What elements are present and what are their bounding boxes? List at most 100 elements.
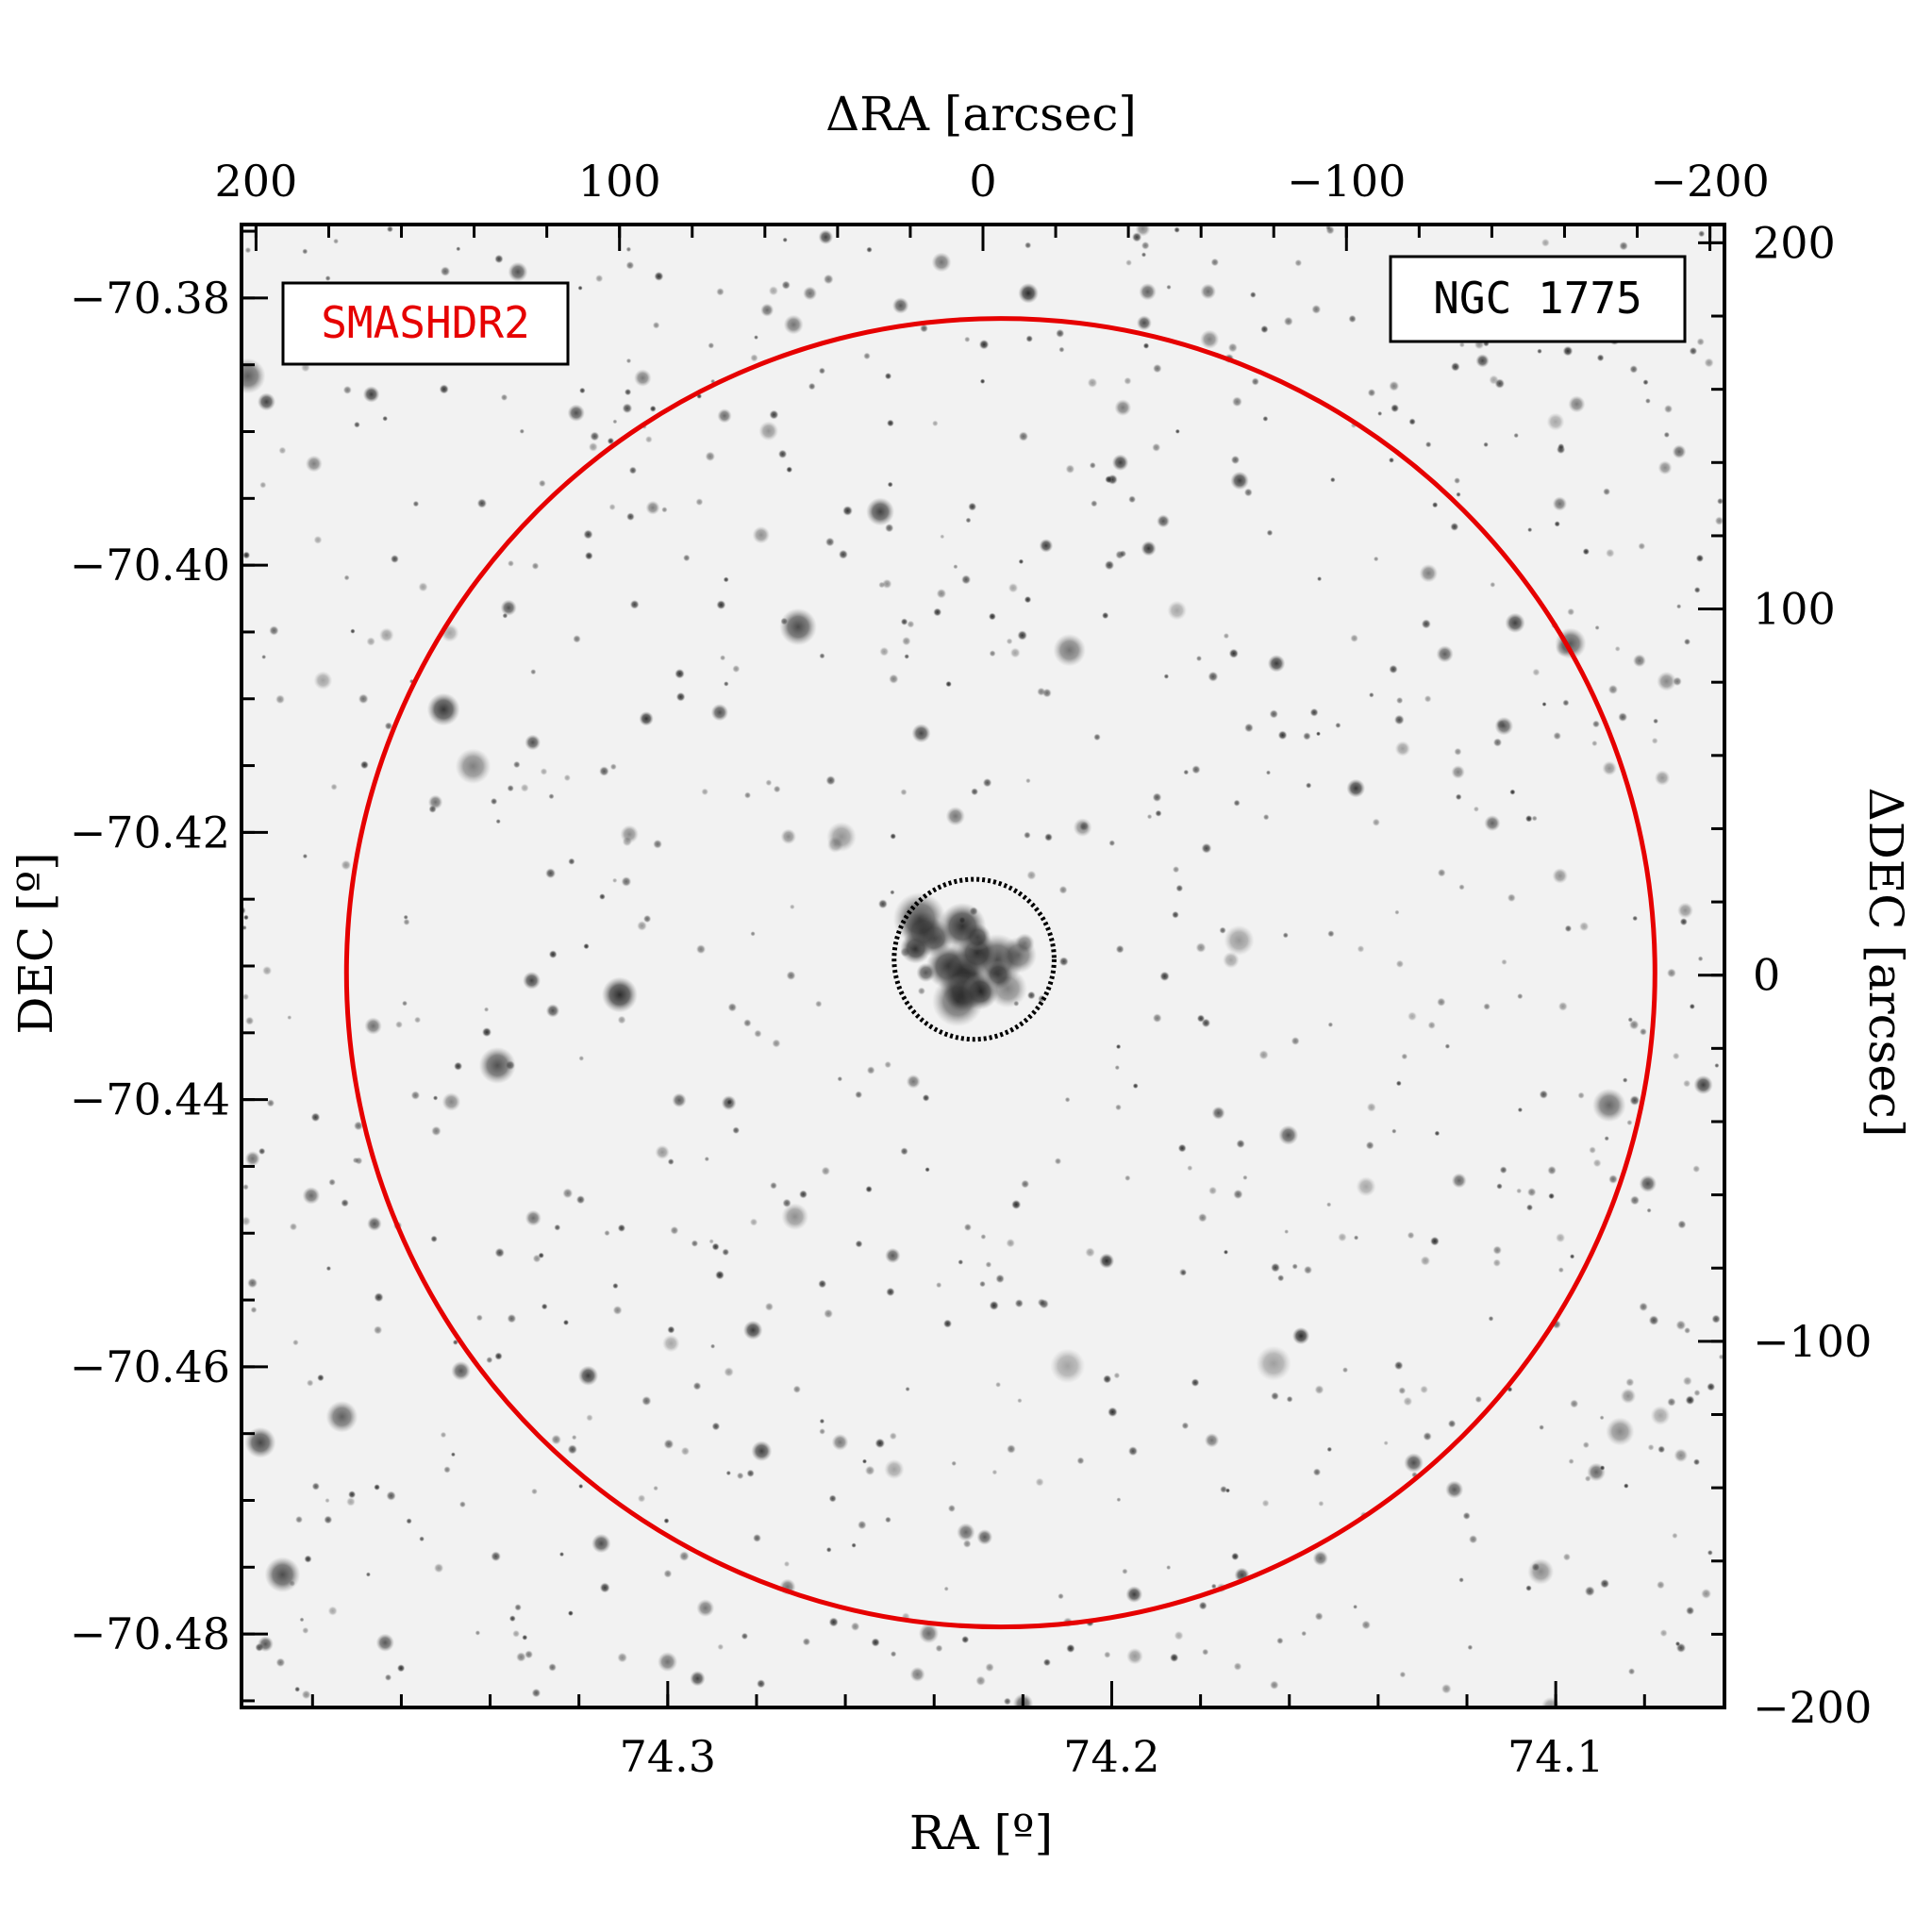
star bbox=[907, 620, 915, 628]
star bbox=[721, 1095, 737, 1111]
star bbox=[1557, 1001, 1568, 1011]
star bbox=[1622, 1077, 1628, 1083]
star bbox=[567, 1444, 577, 1455]
star bbox=[936, 1282, 942, 1289]
star bbox=[645, 500, 660, 515]
star bbox=[1262, 813, 1270, 821]
star bbox=[410, 1091, 421, 1100]
star bbox=[567, 404, 585, 422]
star bbox=[750, 931, 756, 937]
star bbox=[1172, 866, 1180, 874]
star bbox=[1430, 1236, 1440, 1246]
star bbox=[1632, 654, 1646, 668]
star bbox=[746, 1469, 755, 1478]
right-tick-label: 200 bbox=[1753, 217, 1836, 268]
star bbox=[887, 481, 893, 488]
star bbox=[1202, 1648, 1209, 1656]
star bbox=[1198, 1601, 1208, 1610]
star bbox=[1693, 1389, 1701, 1397]
star bbox=[1181, 1422, 1190, 1430]
star bbox=[1128, 495, 1137, 504]
star bbox=[1562, 345, 1574, 357]
star bbox=[242, 1216, 251, 1226]
star bbox=[483, 1007, 490, 1012]
star bbox=[612, 877, 618, 883]
star bbox=[842, 506, 853, 516]
star bbox=[1675, 1320, 1687, 1331]
star bbox=[710, 1343, 716, 1349]
star bbox=[777, 449, 788, 458]
star bbox=[432, 1095, 439, 1101]
star bbox=[1646, 1208, 1652, 1213]
star bbox=[551, 1434, 561, 1445]
star bbox=[1223, 1249, 1229, 1255]
star bbox=[1537, 348, 1542, 355]
star bbox=[1389, 664, 1398, 675]
star bbox=[1127, 1446, 1139, 1457]
star bbox=[884, 1060, 891, 1069]
star bbox=[1104, 559, 1115, 571]
star bbox=[1108, 1407, 1118, 1418]
star bbox=[945, 807, 965, 826]
star bbox=[242, 358, 266, 394]
star bbox=[1420, 1256, 1431, 1266]
star bbox=[625, 246, 632, 253]
top-tick-label: 0 bbox=[969, 156, 996, 207]
star bbox=[886, 1287, 895, 1297]
star bbox=[269, 625, 279, 636]
star bbox=[732, 664, 741, 674]
star bbox=[975, 1675, 986, 1687]
star bbox=[384, 722, 393, 730]
star bbox=[258, 1147, 266, 1156]
star bbox=[1283, 316, 1293, 326]
star bbox=[1208, 671, 1219, 682]
star bbox=[1159, 971, 1170, 982]
star bbox=[1291, 1326, 1310, 1345]
star bbox=[1124, 1174, 1131, 1182]
star bbox=[885, 1516, 891, 1524]
star bbox=[1445, 1480, 1464, 1499]
star bbox=[609, 763, 617, 771]
star bbox=[1619, 241, 1628, 251]
star bbox=[266, 1099, 275, 1108]
star bbox=[1312, 1550, 1329, 1567]
star bbox=[1353, 1604, 1358, 1609]
star bbox=[1444, 1043, 1451, 1049]
star bbox=[637, 1494, 646, 1503]
star bbox=[1667, 1397, 1676, 1407]
star bbox=[599, 893, 606, 900]
star bbox=[325, 1497, 330, 1504]
star bbox=[1569, 1254, 1575, 1259]
star bbox=[1697, 956, 1704, 962]
star bbox=[1157, 514, 1171, 528]
star bbox=[302, 1187, 321, 1205]
star bbox=[1608, 1174, 1618, 1184]
star bbox=[757, 1679, 766, 1689]
star bbox=[991, 1469, 998, 1475]
star bbox=[1458, 341, 1465, 348]
right-axis-label: ΔDEC [arcsec] bbox=[1858, 788, 1913, 1138]
star bbox=[1233, 1662, 1242, 1671]
star bbox=[538, 479, 546, 488]
star bbox=[831, 1433, 849, 1451]
star bbox=[675, 691, 686, 702]
bottom-axis-label: RA [º] bbox=[909, 1806, 1053, 1860]
star bbox=[672, 1092, 687, 1108]
top-tick-label: −100 bbox=[1287, 156, 1406, 207]
bottom-tick-label: 74.3 bbox=[620, 1731, 716, 1782]
star bbox=[911, 724, 931, 743]
left-tick-label: −70.42 bbox=[70, 807, 230, 858]
star bbox=[1054, 1158, 1062, 1165]
star bbox=[494, 1247, 505, 1258]
star bbox=[508, 559, 514, 567]
star bbox=[1197, 1212, 1208, 1223]
star bbox=[1175, 884, 1184, 892]
star bbox=[378, 627, 394, 643]
top-tick-label: −200 bbox=[1650, 156, 1769, 207]
star bbox=[1677, 1220, 1687, 1229]
star bbox=[711, 1242, 720, 1251]
star bbox=[1122, 1568, 1128, 1574]
star bbox=[508, 261, 528, 282]
star bbox=[1552, 496, 1568, 511]
star bbox=[1451, 765, 1465, 779]
